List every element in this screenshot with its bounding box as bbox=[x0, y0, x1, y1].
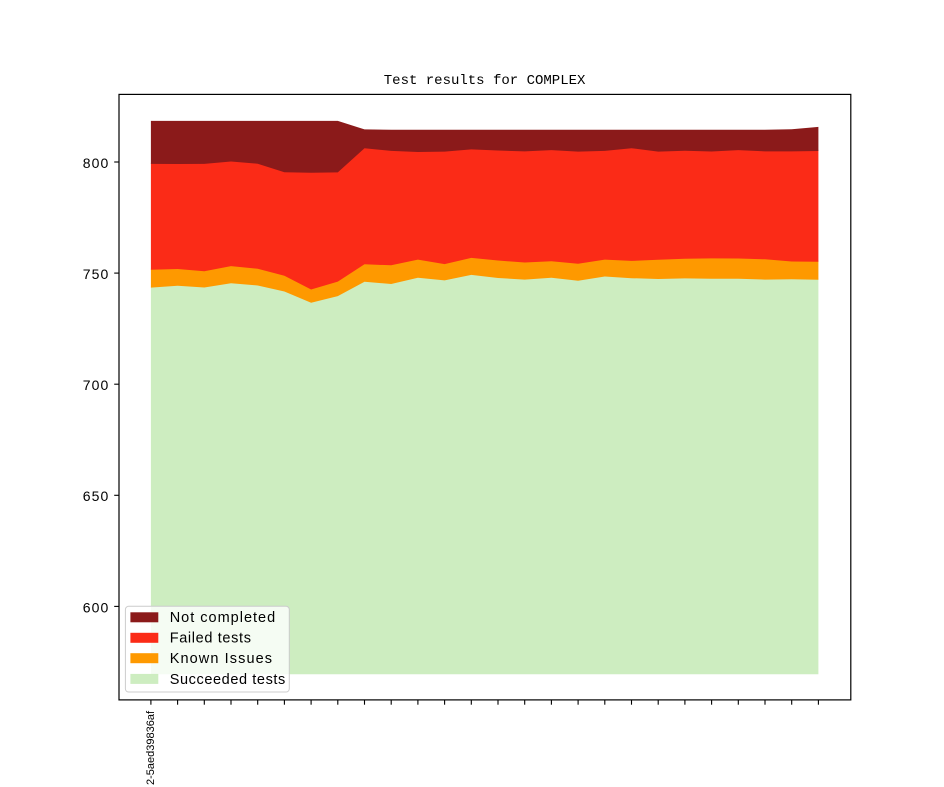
svg-text:Known Issues: Known Issues bbox=[170, 651, 273, 667]
svg-text:800: 800 bbox=[83, 155, 110, 171]
svg-text:Test results for COMPLEX: Test results for COMPLEX bbox=[384, 73, 586, 89]
svg-text:750: 750 bbox=[83, 266, 110, 282]
svg-text:600: 600 bbox=[83, 599, 110, 615]
svg-text:700: 700 bbox=[83, 377, 110, 393]
svg-text:650: 650 bbox=[83, 488, 110, 504]
svg-text:2-5aed39836af: 2-5aed39836af bbox=[145, 710, 157, 785]
svg-text:Not completed: Not completed bbox=[170, 610, 277, 626]
svg-text:Failed tests: Failed tests bbox=[170, 631, 252, 647]
svg-text:Succeeded tests: Succeeded tests bbox=[170, 672, 286, 688]
